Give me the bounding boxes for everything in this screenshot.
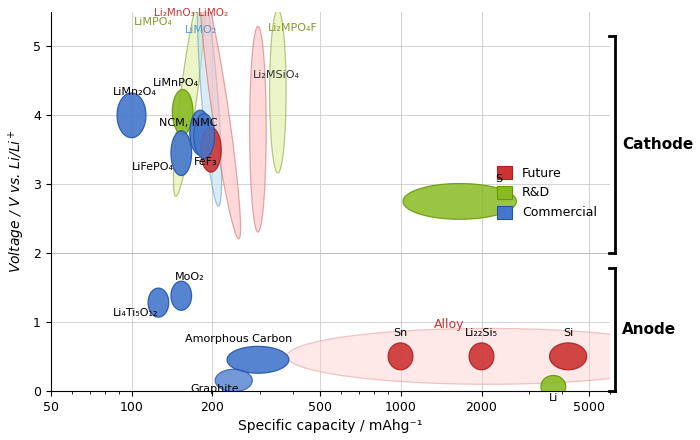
Polygon shape bbox=[403, 183, 517, 219]
Text: Li₂MnO₃·LiMO₂: Li₂MnO₃·LiMO₂ bbox=[153, 7, 228, 18]
Text: Amorphous Carbon: Amorphous Carbon bbox=[186, 334, 293, 344]
Polygon shape bbox=[171, 131, 192, 176]
Text: S: S bbox=[496, 174, 503, 184]
Text: Li₄Ti₅O₁₂: Li₄Ti₅O₁₂ bbox=[113, 308, 158, 319]
Polygon shape bbox=[201, 128, 221, 172]
Text: NCM, NMC: NCM, NMC bbox=[159, 118, 218, 128]
Text: Li₂MSiO₄: Li₂MSiO₄ bbox=[253, 70, 300, 80]
Polygon shape bbox=[550, 343, 587, 370]
Polygon shape bbox=[194, 114, 214, 158]
Polygon shape bbox=[190, 110, 211, 155]
Text: LiMPO₄: LiMPO₄ bbox=[134, 17, 172, 27]
Y-axis label: Voltage / V vs. Li/Li$^+$: Voltage / V vs. Li/Li$^+$ bbox=[7, 129, 27, 273]
Polygon shape bbox=[389, 343, 413, 370]
Text: LiMO₂: LiMO₂ bbox=[186, 25, 218, 35]
Text: Si: Si bbox=[563, 328, 573, 338]
Text: Anode: Anode bbox=[622, 322, 676, 337]
Text: LiMn₂O₄: LiMn₂O₄ bbox=[113, 87, 157, 97]
Legend: Future, R&D, Commercial: Future, R&D, Commercial bbox=[494, 162, 601, 223]
Text: Cathode: Cathode bbox=[622, 137, 694, 152]
Polygon shape bbox=[227, 346, 289, 373]
X-axis label: Specific capacity / mAhg⁻¹: Specific capacity / mAhg⁻¹ bbox=[238, 419, 422, 433]
Polygon shape bbox=[172, 89, 193, 134]
Polygon shape bbox=[148, 288, 169, 317]
Polygon shape bbox=[171, 281, 192, 310]
Polygon shape bbox=[200, 0, 241, 239]
Text: Li₂₂Si₅: Li₂₂Si₅ bbox=[465, 328, 498, 338]
Polygon shape bbox=[541, 375, 566, 398]
Text: Alloy: Alloy bbox=[434, 318, 464, 331]
Polygon shape bbox=[215, 369, 252, 392]
Text: Li: Li bbox=[549, 393, 558, 403]
Text: MoO₂: MoO₂ bbox=[174, 272, 204, 282]
Text: Graphite: Graphite bbox=[190, 384, 239, 394]
Polygon shape bbox=[287, 328, 689, 384]
Text: FeF₃: FeF₃ bbox=[194, 157, 218, 167]
Text: LiMnPO₄: LiMnPO₄ bbox=[153, 78, 200, 88]
Polygon shape bbox=[270, 10, 286, 173]
Polygon shape bbox=[197, 0, 222, 206]
Polygon shape bbox=[117, 93, 146, 138]
Polygon shape bbox=[250, 26, 266, 232]
Polygon shape bbox=[174, 0, 205, 196]
Text: Li₂MPO₄F: Li₂MPO₄F bbox=[268, 23, 318, 33]
Text: Sn: Sn bbox=[393, 328, 407, 338]
Polygon shape bbox=[469, 343, 494, 370]
Text: LiFePO₄: LiFePO₄ bbox=[132, 162, 174, 172]
